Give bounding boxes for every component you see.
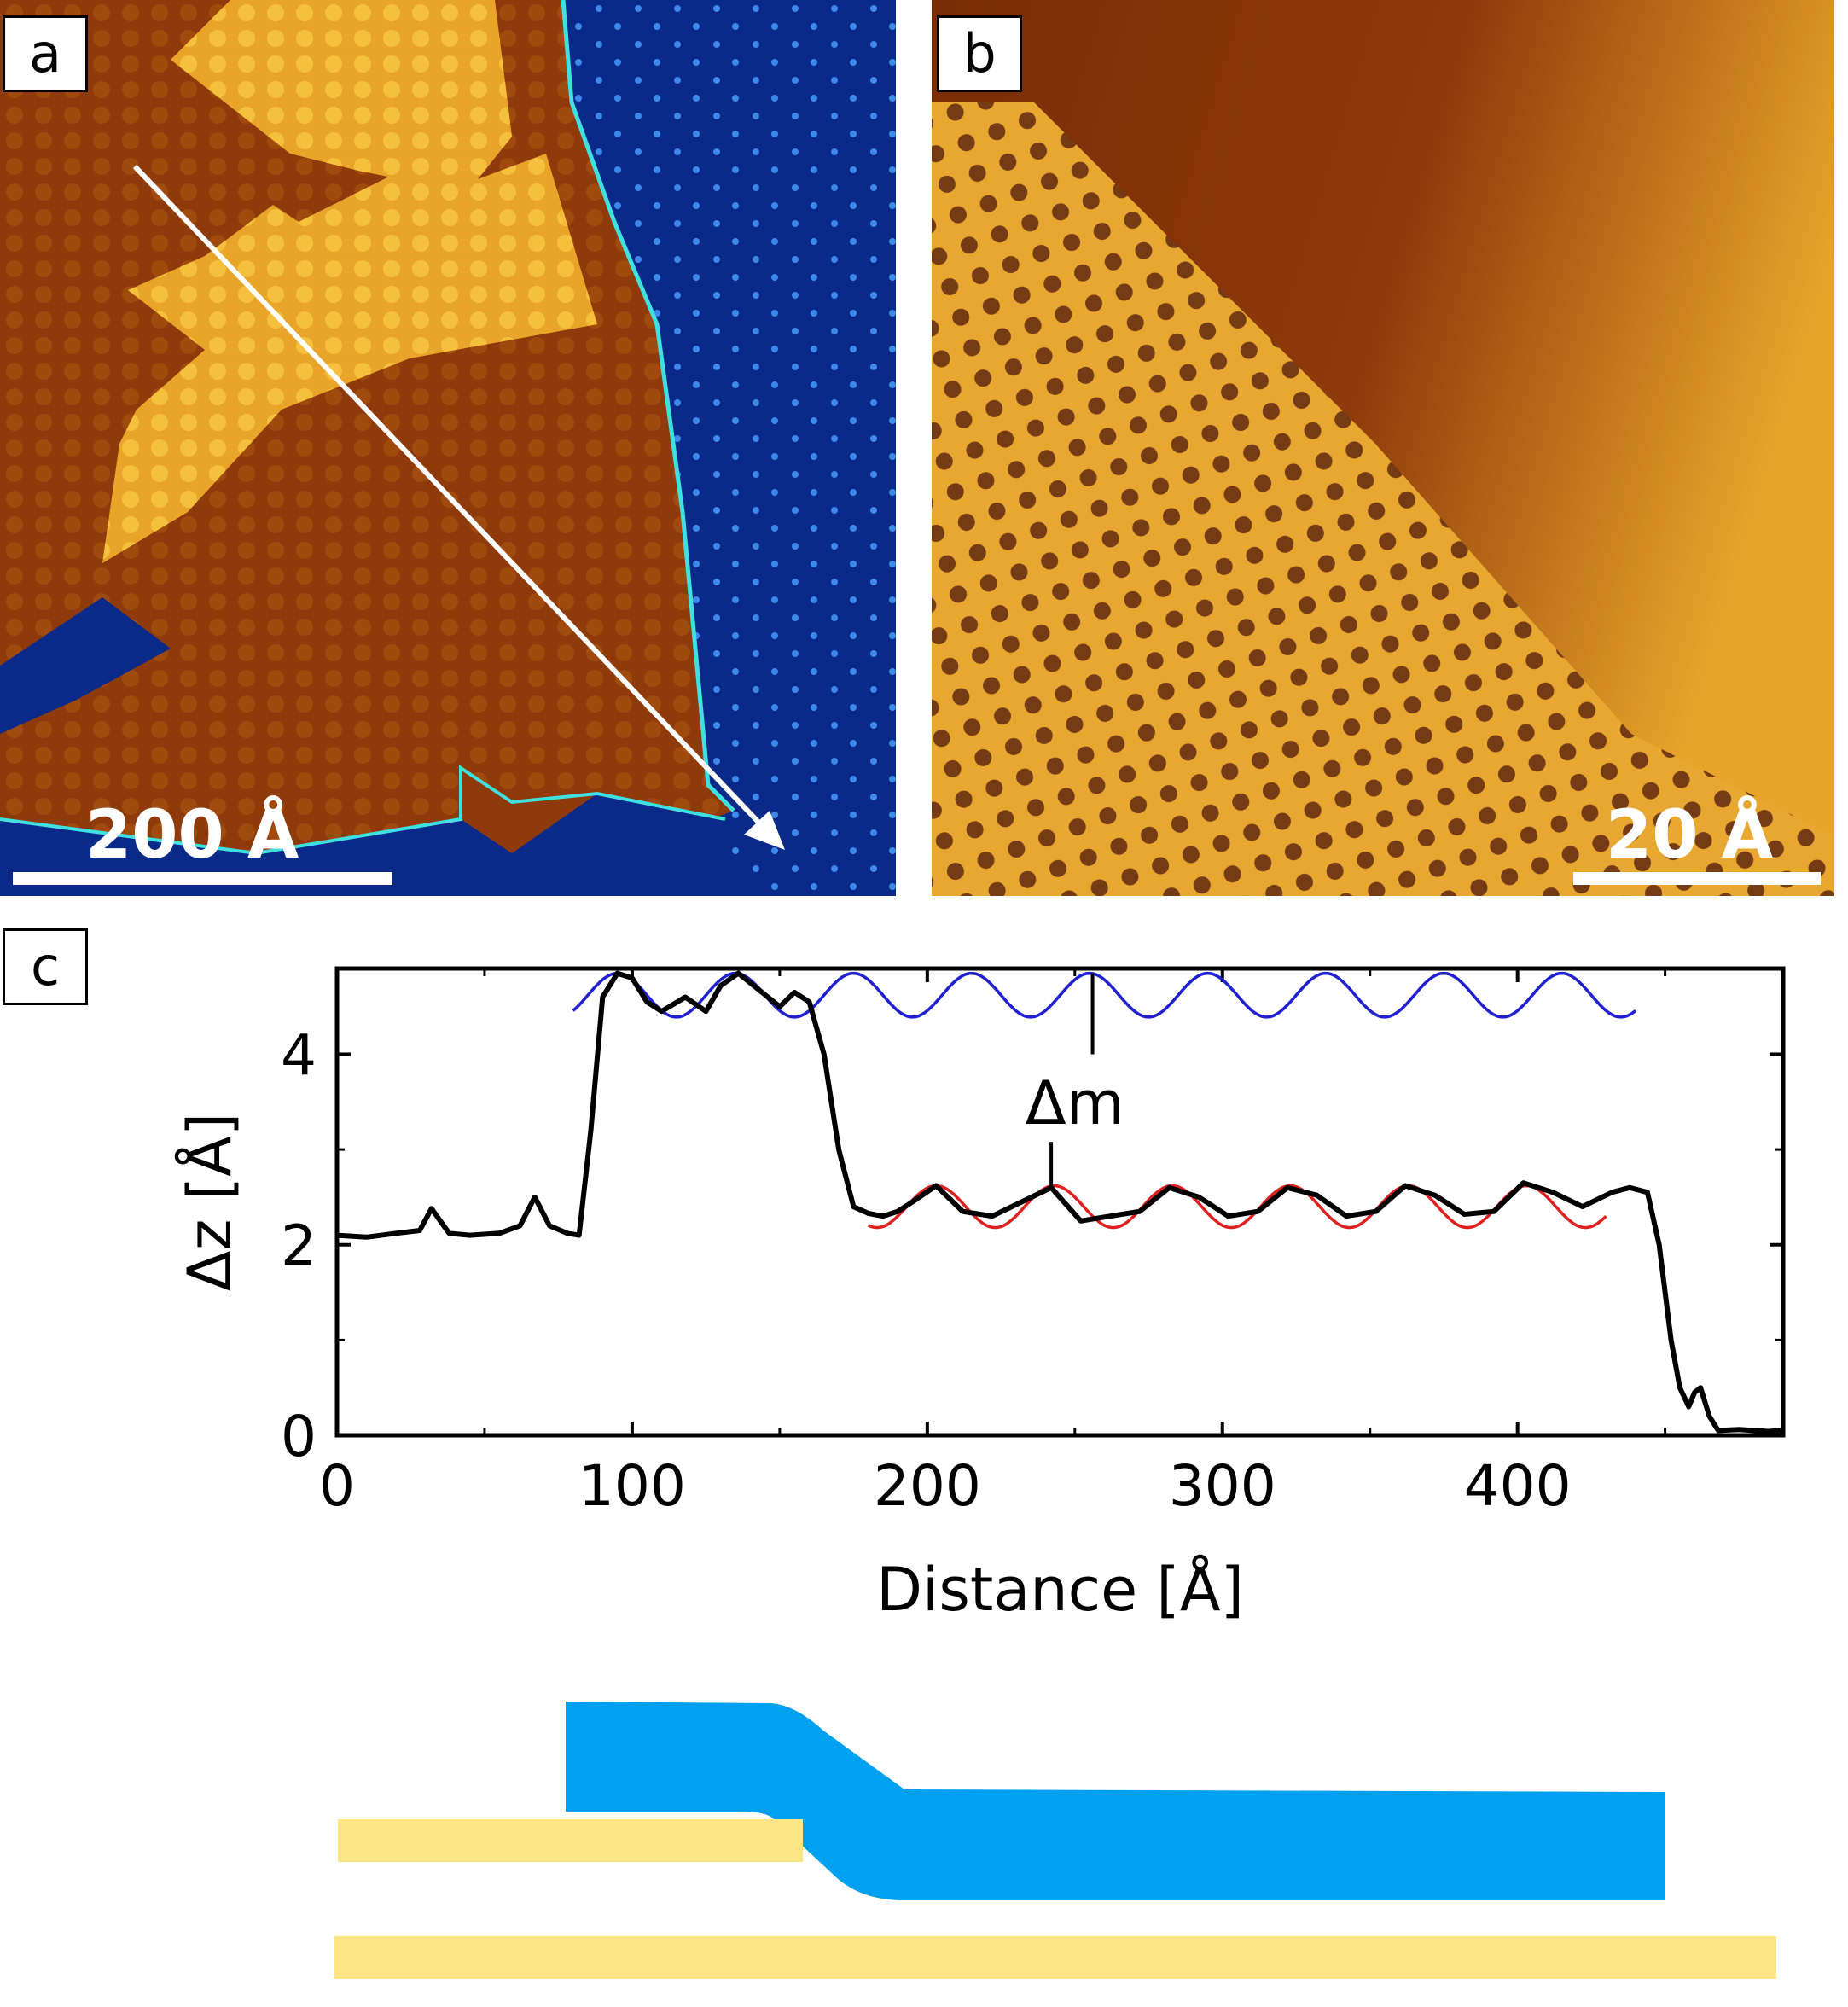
scale-bar-label-b: 20 Å [1606, 797, 1774, 874]
y-tick-label: 2 [281, 1213, 317, 1279]
stm-image-b [932, 0, 1834, 896]
x-tick-label: 400 [1464, 1453, 1572, 1519]
layer-schematic [334, 1702, 1776, 1979]
x-tick-label: 300 [1169, 1453, 1276, 1519]
x-tick-label: 0 [319, 1453, 355, 1519]
panel-label-b: b [937, 15, 1022, 92]
series-profile [336, 970, 1784, 1434]
panel-label-a: a [3, 15, 88, 92]
scale-bar-label-a: 200 Å [85, 797, 299, 874]
panel-b-stm-image: b 20 Å [932, 0, 1834, 896]
y-tick-label: 4 [281, 1022, 317, 1088]
x-axis-label: Distance [Å] [876, 1555, 1244, 1625]
schematic-substrate-upper [338, 1819, 803, 1862]
schematic-substrate-lower [334, 1936, 1776, 1979]
y-axis-label: Δz [Å] [175, 1113, 245, 1291]
x-tick-label: 100 [578, 1453, 686, 1519]
scale-bar-b [1573, 872, 1821, 885]
panel-label-c: c [3, 928, 88, 1005]
series-fit-lower [868, 1184, 1607, 1230]
y-tick-label: 0 [281, 1404, 317, 1469]
plot-frame [334, 966, 1786, 1438]
x-tick-label: 200 [874, 1453, 981, 1519]
annotation-delta-m: Δm [1026, 1068, 1124, 1138]
schematic-top-layer [566, 1702, 1665, 1900]
panel-a-stm-image: a 200 Å [0, 0, 896, 896]
scale-bar-a [13, 872, 392, 885]
stm-image-a [0, 0, 896, 896]
